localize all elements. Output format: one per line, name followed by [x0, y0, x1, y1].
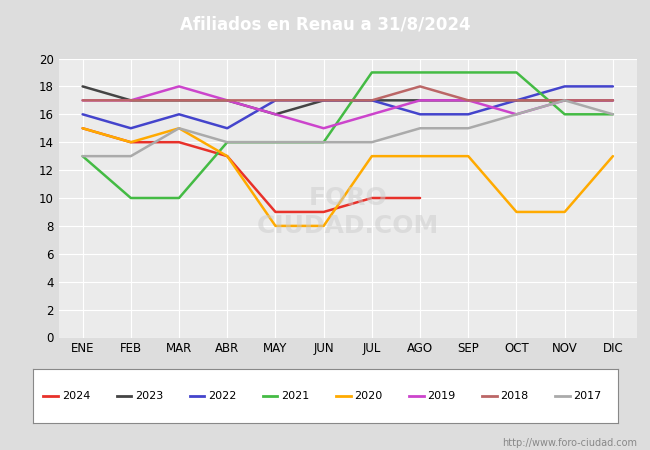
Text: 2023: 2023 [135, 391, 163, 401]
Text: 2021: 2021 [281, 391, 309, 401]
Text: Afiliados en Renau a 31/8/2024: Afiliados en Renau a 31/8/2024 [179, 16, 471, 34]
Text: 2019: 2019 [428, 391, 456, 401]
Text: 2024: 2024 [62, 391, 90, 401]
Text: http://www.foro-ciudad.com: http://www.foro-ciudad.com [502, 438, 637, 448]
Text: FORO
CIUDAD.COM: FORO CIUDAD.COM [257, 186, 439, 238]
Text: 2018: 2018 [500, 391, 528, 401]
Text: 2022: 2022 [208, 391, 237, 401]
Text: 2017: 2017 [573, 391, 602, 401]
Text: 2020: 2020 [354, 391, 382, 401]
